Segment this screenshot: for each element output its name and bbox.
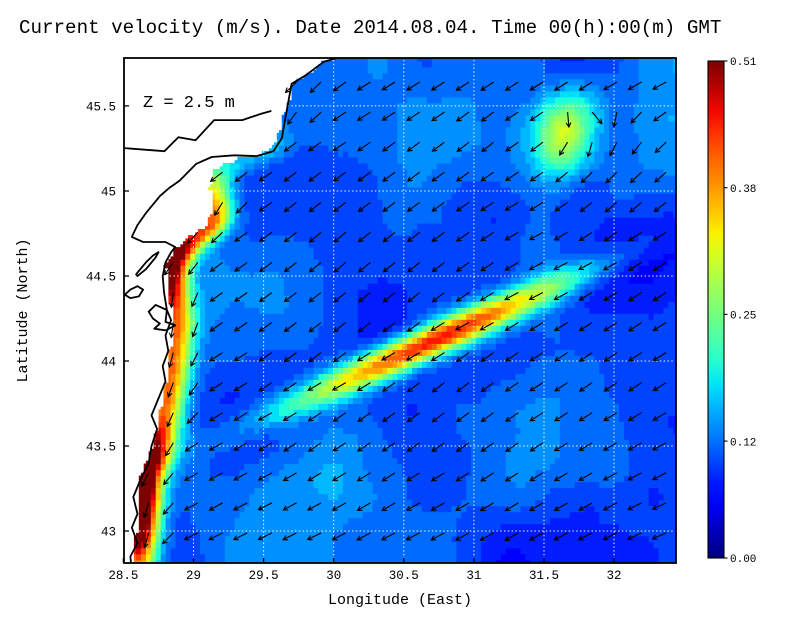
svg-text:32: 32 <box>606 569 621 583</box>
svg-text:44: 44 <box>101 356 116 370</box>
svg-text:0.38: 0.38 <box>730 184 756 196</box>
svg-text:0.51: 0.51 <box>730 57 757 69</box>
svg-text:31: 31 <box>466 569 481 583</box>
svg-text:28.5: 28.5 <box>108 569 138 583</box>
svg-text:Z = 2.5 m: Z = 2.5 m <box>143 94 235 113</box>
svg-text:Latitude (North): Latitude (North) <box>15 238 32 382</box>
svg-text:43: 43 <box>101 526 116 540</box>
svg-text:30: 30 <box>326 569 341 583</box>
svg-text:43.5: 43.5 <box>86 441 116 455</box>
svg-text:45: 45 <box>101 186 116 200</box>
svg-text:45.5: 45.5 <box>86 100 116 114</box>
svg-text:31.5: 31.5 <box>529 569 559 583</box>
svg-text:29.5: 29.5 <box>249 569 279 583</box>
svg-text:Longitude (East): Longitude (East) <box>328 592 472 609</box>
svg-text:0.12: 0.12 <box>730 437 756 449</box>
svg-text:Current velocity (m/s). Date 2: Current velocity (m/s). Date 2014.08.04.… <box>19 17 721 39</box>
svg-text:0.00: 0.00 <box>730 554 756 566</box>
svg-text:29: 29 <box>186 569 201 583</box>
svg-text:30.5: 30.5 <box>389 569 419 583</box>
svg-text:0.25: 0.25 <box>730 311 756 323</box>
svg-text:44.5: 44.5 <box>86 271 116 285</box>
